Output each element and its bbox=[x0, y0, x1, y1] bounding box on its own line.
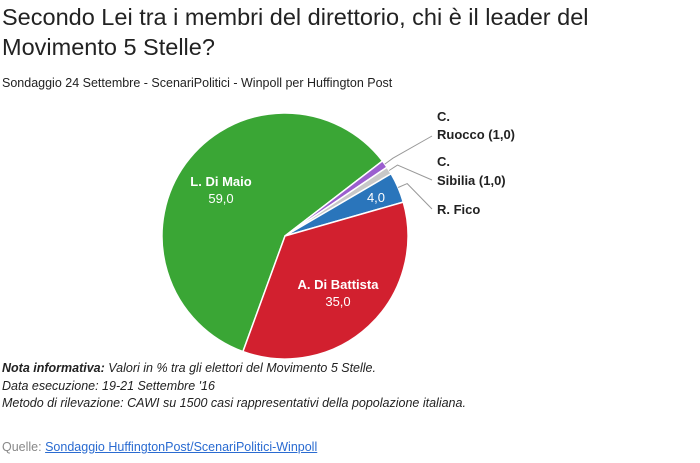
leader-line-r-fico bbox=[397, 183, 433, 210]
slice-label-sibilia-2: Sibilia (1,0) bbox=[437, 173, 506, 188]
slice-label-fico: R. Fico bbox=[437, 202, 480, 217]
slice-label-ruocco-2: Ruocco (1,0) bbox=[437, 127, 515, 142]
source-label: Quelle: bbox=[2, 440, 42, 454]
slice-label-dimaio: L. Di Maio bbox=[190, 174, 251, 189]
slice-label-sibilia-1: C. bbox=[437, 154, 450, 169]
leader-line-c-sibilia bbox=[388, 164, 433, 181]
notes-text: Valori in % tra gli elettori del Movimen… bbox=[104, 361, 376, 375]
slice-value-fico: 4,0 bbox=[367, 190, 385, 205]
notes: Nota informativa: Valori in % tra gli el… bbox=[2, 360, 466, 413]
slice-value-dibattista: 35,0 bbox=[325, 294, 350, 309]
notes-label: Nota informativa: bbox=[2, 361, 105, 375]
notes-line-3: Metodo di rilevazione: CAWI su 1500 casi… bbox=[2, 396, 466, 410]
source: Quelle: Sondaggio HuffingtonPost/Scenari… bbox=[2, 440, 317, 454]
pie-slice-a-di-battista bbox=[241, 201, 409, 360]
notes-line-1: Nota informativa: Valori in % tra gli el… bbox=[2, 360, 466, 378]
slice-label-dibattista: A. Di Battista bbox=[298, 277, 380, 292]
pie-slice-l-di-maio bbox=[161, 112, 384, 353]
source-link[interactable]: Sondaggio HuffingtonPost/ScenariPolitici… bbox=[45, 440, 318, 454]
slice-label-ruocco-1: C. bbox=[437, 109, 450, 124]
chart-subtitle: Sondaggio 24 Settembre - ScenariPolitici… bbox=[2, 76, 393, 90]
slice-value-dimaio: 59,0 bbox=[208, 191, 233, 206]
chart-title: Secondo Lei tra i membri del direttorio,… bbox=[2, 4, 589, 60]
notes-line-2: Data esecuzione: 19-21 Settembre '16 bbox=[2, 378, 215, 393]
leader-line-c-ruocco bbox=[384, 135, 433, 165]
